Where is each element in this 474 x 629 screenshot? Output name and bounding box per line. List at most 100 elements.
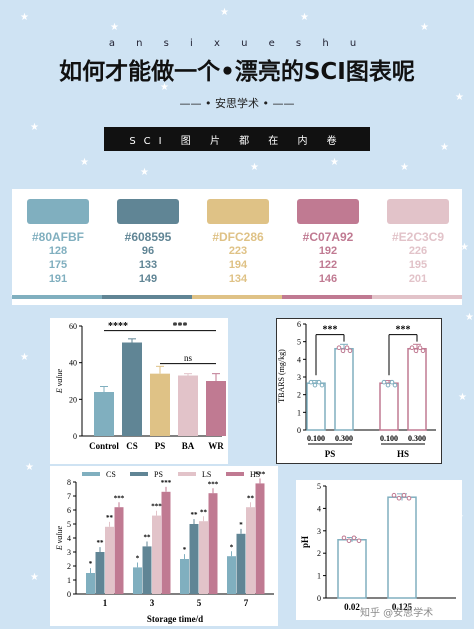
star-decoration: ★ — [30, 572, 39, 583]
y-tick-label: 40 — [69, 359, 77, 368]
star-decoration: ★ — [420, 22, 429, 33]
legend-swatch — [82, 472, 100, 476]
swatch-hex-code: #E2C3C9 — [391, 230, 445, 244]
chart-panel-4: 0 1 2 3 4 5 pH 0.02 0.125 — [296, 480, 462, 620]
swatch-g-value: 175 — [48, 259, 68, 271]
swatch-hex-code: #80AFBF — [31, 230, 84, 244]
bar — [189, 524, 199, 594]
y-tick-label: 3 — [297, 373, 301, 382]
y-tick-label: 0 — [67, 590, 71, 599]
star-decoration: ★ — [330, 157, 339, 168]
color-swatch — [387, 199, 449, 224]
y-tick-label: 20 — [69, 395, 77, 404]
y-tick-label: 7 — [67, 492, 71, 501]
significance-label: **** — [108, 321, 128, 332]
significance-label: * — [89, 560, 93, 568]
palette-strip — [372, 295, 462, 299]
star-decoration: ★ — [110, 22, 119, 33]
bar — [94, 392, 114, 436]
bar — [236, 533, 246, 594]
y-tick-label: 1 — [297, 408, 301, 417]
top-letter-label: a n s i x u e s h u — [108, 38, 366, 49]
data-point — [392, 382, 398, 388]
significance-label: *** — [151, 503, 162, 511]
bar — [306, 382, 326, 431]
bar — [227, 556, 236, 594]
star-decoration: ★ — [458, 392, 467, 403]
bar — [387, 496, 417, 599]
y-tick-label: 3 — [67, 548, 71, 557]
group-label: PS — [325, 449, 336, 459]
y-tick-label: 5 — [317, 482, 321, 491]
significance-label: * — [239, 521, 243, 529]
significance-label: *** — [255, 471, 266, 479]
color-swatch — [297, 199, 359, 224]
chart-2: 0 1 2 3 4 5 6 TBARS (mg/kg) 0.100 0.300 0.100 0.300… — [276, 318, 442, 464]
y-tick-label: 60 — [69, 322, 77, 331]
y-tick-label: 5 — [67, 520, 71, 529]
x-tick-label: 0.300 — [408, 434, 426, 443]
data-point — [406, 495, 412, 501]
x-tick-label: Control — [89, 441, 119, 451]
swatch-g-value: 195 — [408, 259, 428, 271]
data-point — [356, 538, 362, 544]
palette-strip — [192, 295, 282, 299]
swatch-b-value: 201 — [408, 273, 428, 285]
x-tick-label: BA — [182, 441, 195, 451]
x-tick-label: 5 — [197, 598, 202, 608]
data-point — [347, 348, 353, 354]
y-tick-label: 0 — [317, 594, 321, 603]
data-point — [351, 535, 357, 541]
banner: SCI 图 片 都 在 内 卷 — [104, 127, 370, 151]
y-tick-label: 1 — [317, 572, 321, 581]
swatch-b-value: 146 — [318, 273, 338, 285]
color-swatch — [207, 199, 269, 224]
significance-label: ** — [200, 508, 208, 516]
data-point — [391, 492, 397, 498]
significance-label: *** — [173, 321, 188, 332]
data-point — [420, 348, 426, 354]
data-point — [341, 535, 347, 541]
swatch-hex-code: #DFC286 — [212, 230, 264, 244]
bar — [255, 483, 265, 594]
bar — [161, 491, 171, 594]
palette-strip — [282, 295, 372, 299]
legend-swatch — [178, 472, 196, 476]
color-swatch — [117, 199, 179, 224]
bar — [95, 552, 105, 594]
swatch-b-value: 134 — [228, 273, 248, 285]
chart-panel-1: 0 20 40 60 E value Control CS PS BA WR **** *** ns — [50, 318, 228, 464]
data-point — [413, 348, 419, 354]
data-point — [385, 382, 391, 388]
significance-label: * — [183, 546, 187, 554]
legend-label: LS — [202, 470, 211, 479]
y-tick-label: 4 — [67, 534, 71, 543]
banner-text: SCI 图 片 都 在 内 卷 — [129, 135, 345, 147]
page-title: 如何才能做一个•漂亮的SCI图表呢 — [59, 59, 415, 85]
significance-label: *** — [208, 480, 219, 488]
data-point — [319, 382, 325, 388]
data-point — [308, 379, 314, 385]
x-tick-label: 7 — [244, 598, 249, 608]
data-point — [389, 379, 395, 385]
bar — [334, 347, 354, 431]
significance-label: ** — [247, 494, 255, 502]
significance-label: ** — [144, 534, 152, 542]
swatch-g-value: 122 — [318, 259, 338, 271]
significance-label: *** — [161, 479, 172, 487]
x-tick-label: 0.100 — [307, 434, 325, 443]
bar — [114, 507, 124, 594]
swatch-b-value: 149 — [138, 273, 158, 285]
color-swatch — [27, 199, 89, 224]
color-palette: #80AFBF 128 175 191 #608595 96 133 149 #DFC286 22… — [12, 189, 462, 305]
swatch-hex-code: #608595 — [124, 230, 172, 244]
x-tick-label: CS — [126, 441, 138, 451]
bar — [105, 526, 114, 594]
palette-strip — [12, 295, 102, 299]
data-point — [316, 379, 322, 385]
data-point — [312, 382, 318, 388]
brand-line: —— • 安思学术 • —— — [179, 97, 295, 110]
x-tick-label: 0.300 — [335, 434, 353, 443]
